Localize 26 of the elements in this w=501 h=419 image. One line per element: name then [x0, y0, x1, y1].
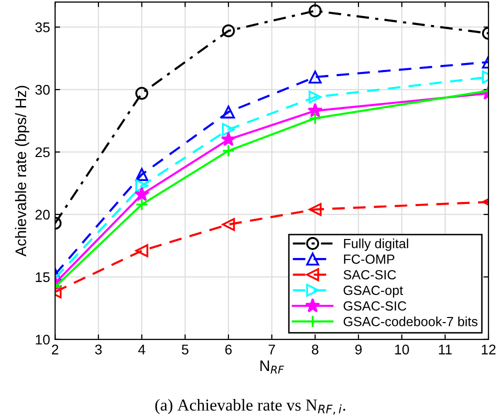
y-axis-title: Achievable rate (bps/ Hz) [15, 86, 30, 256]
y-tick-label: 25 [36, 147, 50, 158]
legend-label: GSAC-opt [344, 286, 404, 298]
x-axis-title: N$_{RF}$ [260, 360, 284, 374]
x-tick-label: 11 [438, 344, 452, 354]
x-tick-label: 12 [482, 344, 496, 354]
text: (a) Achievable rate vs N$_{RF,i}$. [155, 398, 346, 415]
y-tick-label: 15 [36, 272, 50, 282]
x-tick-label: 5 [182, 344, 188, 354]
legend-label: SAC-SIC [344, 270, 396, 280]
x-tick-label: 4 [138, 344, 146, 354]
x-tick-label: 3 [95, 344, 102, 354]
legend-label: GSAC-codebook-7 bits [344, 316, 478, 326]
legend-label: GSAC-SIC [344, 301, 406, 311]
y-tick-label: 20 [36, 210, 50, 220]
y-tick-label: 35 [35, 22, 50, 32]
x-tick-label: 6 [225, 344, 232, 354]
x-tick-label: 7 [268, 344, 275, 354]
x-tick-label: 10 [395, 344, 409, 354]
y-tick-label: 30 [35, 84, 50, 95]
x-tick-label: 8 [312, 344, 318, 354]
legend-label: FC-OMP [344, 254, 394, 264]
x-tick-label: 2 [52, 344, 58, 354]
y-tick-label: 10 [36, 334, 50, 345]
x-tick-label: 9 [355, 344, 362, 354]
legend-label: Fully digital [344, 238, 408, 251]
